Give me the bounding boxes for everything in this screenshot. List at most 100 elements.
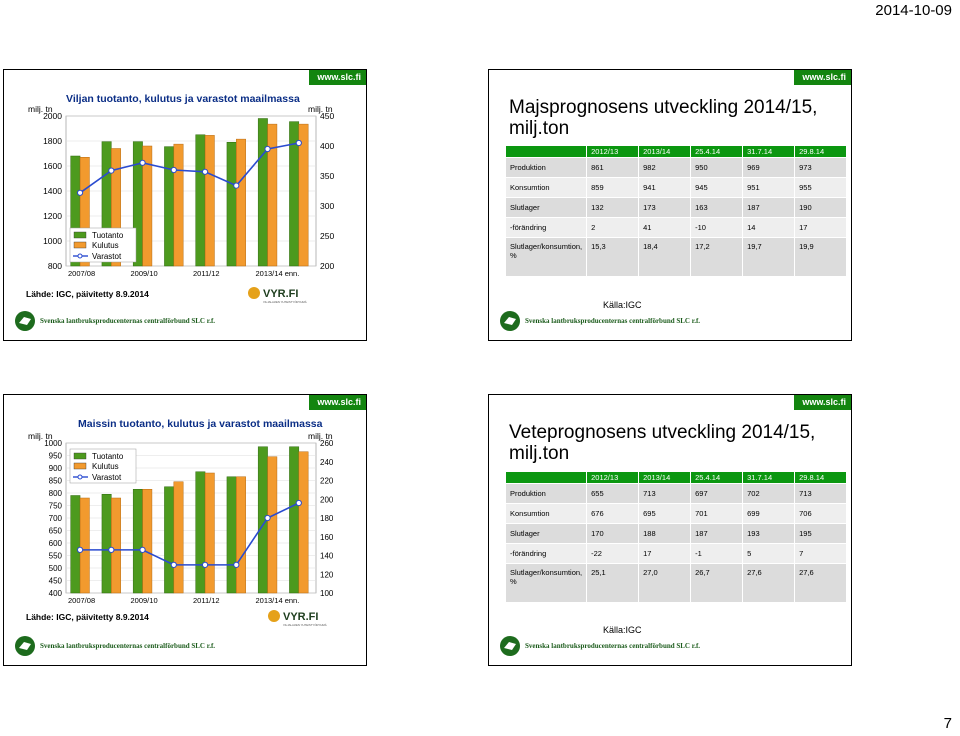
slc-logo-icon <box>15 311 35 331</box>
table-header-cell: 25.4.14 <box>690 471 744 484</box>
vyr-logo-icon <box>248 287 260 299</box>
table-row: Produktion 861 982 950 969 973 <box>504 157 848 178</box>
site-url[interactable]: www.slc.fi <box>794 395 851 410</box>
point-varastot <box>139 159 146 166</box>
bar-tuotanto <box>132 489 143 594</box>
y2-tick-label: 400 <box>320 141 334 151</box>
y2-tick-label: 250 <box>320 231 334 241</box>
point-varastot <box>233 182 240 189</box>
table-cell: 701 <box>690 503 744 524</box>
y2-tick-label: 160 <box>320 533 334 542</box>
vyr-logo-text: VYR.FI <box>263 288 298 300</box>
y-tick-label: 550 <box>49 552 63 561</box>
slide-header-bar: www.slc.fi <box>4 70 366 85</box>
vyr-logo-subtitle: VILJALAJIEN YHTEISTYÖRYHMÄ <box>263 300 307 304</box>
legend-label: Varastot <box>92 473 122 482</box>
table-cell: -22 <box>586 543 640 564</box>
table-cell: 951 <box>742 177 796 198</box>
point-varastot <box>201 168 209 175</box>
table-header-cell: 25.4.14 <box>690 145 744 158</box>
chart-source: Lähde: IGC, päivitetty 8.9.2014 <box>26 289 149 299</box>
table-header-cell: 2012/13 <box>586 471 640 484</box>
bar-tuotanto <box>226 476 237 594</box>
right-axis-unit: milj. tn <box>308 104 333 114</box>
slide-maize-table: www.slc.fi Majsprognosens utveckling 201… <box>488 69 852 341</box>
table-cell: 859 <box>586 177 640 198</box>
bar-kulutus <box>173 481 184 594</box>
site-url[interactable]: www.slc.fi <box>794 70 851 85</box>
table-cell: 973 <box>794 157 848 178</box>
table-header-cell: 29.8.14 <box>794 471 848 484</box>
bar-tuotanto <box>257 118 268 267</box>
point-varastot <box>76 546 84 553</box>
table-cell: 187 <box>690 523 744 544</box>
table-cell: 27,6 <box>742 563 796 603</box>
site-url[interactable]: www.slc.fi <box>309 395 366 410</box>
legend-label: Kulutus <box>92 462 119 471</box>
bar-kulutus <box>111 497 121 594</box>
legend-swatch <box>73 452 87 460</box>
grain-chart: Viljan tuotanto, kulutus ja varastot maa… <box>22 88 352 314</box>
table-cell: 17 <box>794 217 848 238</box>
y-tick-label: 1000 <box>43 236 62 246</box>
y2-tick-label: 240 <box>320 458 334 467</box>
chart-source: Lähde: IGC, päivitetty 8.9.2014 <box>26 612 149 622</box>
table-cell: 26,7 <box>690 563 744 603</box>
y-tick-label: 1800 <box>43 136 62 146</box>
table-cell: 861 <box>586 157 640 178</box>
table-cell: 17,2 <box>690 237 744 277</box>
y2-tick-label: 260 <box>320 439 334 448</box>
slide-maize-chart: www.slc.fi Maissin tuotanto, kulutus ja … <box>3 394 367 666</box>
maize-forecast-table: 2012/13 2013/14 25.4.14 31.7.14 29.8.14 Produ… <box>504 145 848 277</box>
table-cell: 19,9 <box>794 237 848 277</box>
table-cell: 702 <box>742 483 796 504</box>
print-date: 2014-10-09 <box>875 2 952 19</box>
point-varastot <box>170 561 177 568</box>
table-header-cell <box>504 145 588 158</box>
table-row: Konsumtion 859 941 945 951 955 <box>504 177 848 198</box>
chart-title: Maissin tuotanto, kulutus ja varastot ma… <box>78 418 323 430</box>
table-cell: 15,3 <box>586 237 640 277</box>
y2-tick-label: 100 <box>320 589 334 598</box>
y2-tick-label: 350 <box>320 171 334 181</box>
y2-tick-label: 300 <box>320 201 334 211</box>
slide-footer: Svenska lantbruksproducenternas centralf… <box>499 635 700 657</box>
bar-kulutus <box>111 148 121 267</box>
table-cell: 195 <box>794 523 848 544</box>
bar-tuotanto <box>226 142 237 267</box>
table-header-row: 2012/13 2013/14 25.4.14 31.7.14 29.8.14 <box>504 471 848 484</box>
table-cell: 41 <box>638 217 692 238</box>
table-cell: Konsumtion <box>504 503 588 524</box>
table-cell: 190 <box>794 197 848 218</box>
maize-chart: Maissin tuotanto, kulutus ja varastot ma… <box>22 413 352 639</box>
wheat-forecast-table: 2012/13 2013/14 25.4.14 31.7.14 29.8.14 Produ… <box>504 471 848 603</box>
left-axis-unit: milj. tn <box>28 431 53 441</box>
table-row: -förändring -22 17 -1 5 7 <box>504 543 848 564</box>
x-tick-label: 2011/12 <box>193 269 220 278</box>
table-cell: 27,6 <box>794 563 848 603</box>
x-tick-label: 2009/10 <box>131 596 158 605</box>
table-header-cell: 2013/14 <box>638 471 692 484</box>
bar-tuotanto <box>289 446 300 594</box>
slide-footer: Svenska lantbruksproducenternas centralf… <box>14 635 215 657</box>
table-row: Produktion 655 713 697 702 713 <box>504 483 848 504</box>
slc-logo-icon <box>15 636 35 656</box>
table-cell: Konsumtion <box>504 177 588 198</box>
y-tick-label: 1200 <box>43 211 62 221</box>
site-url[interactable]: www.slc.fi <box>309 70 366 85</box>
table-cell: -10 <box>690 217 744 238</box>
table-cell: 25,1 <box>586 563 640 603</box>
table-cell: Slutlager/konsumtion, % <box>504 563 588 603</box>
org-name: Svenska lantbruksproducenternas centralf… <box>525 642 701 650</box>
slide-grain-chart: www.slc.fi Viljan tuotanto, kulutus ja v… <box>3 69 367 341</box>
table-header-cell: 31.7.14 <box>742 145 796 158</box>
table-cell: 19,7 <box>742 237 796 277</box>
table-cell: 955 <box>794 177 848 198</box>
slide-header-bar: www.slc.fi <box>4 395 366 410</box>
x-tick-label: 2007/08 <box>68 596 95 605</box>
y2-tick-label: 220 <box>320 477 334 486</box>
chart-title: Viljan tuotanto, kulutus ja varastot maa… <box>66 93 300 105</box>
legend-label: Varastot <box>92 252 122 261</box>
y-tick-label: 800 <box>49 489 63 498</box>
y-tick-label: 700 <box>49 514 63 523</box>
